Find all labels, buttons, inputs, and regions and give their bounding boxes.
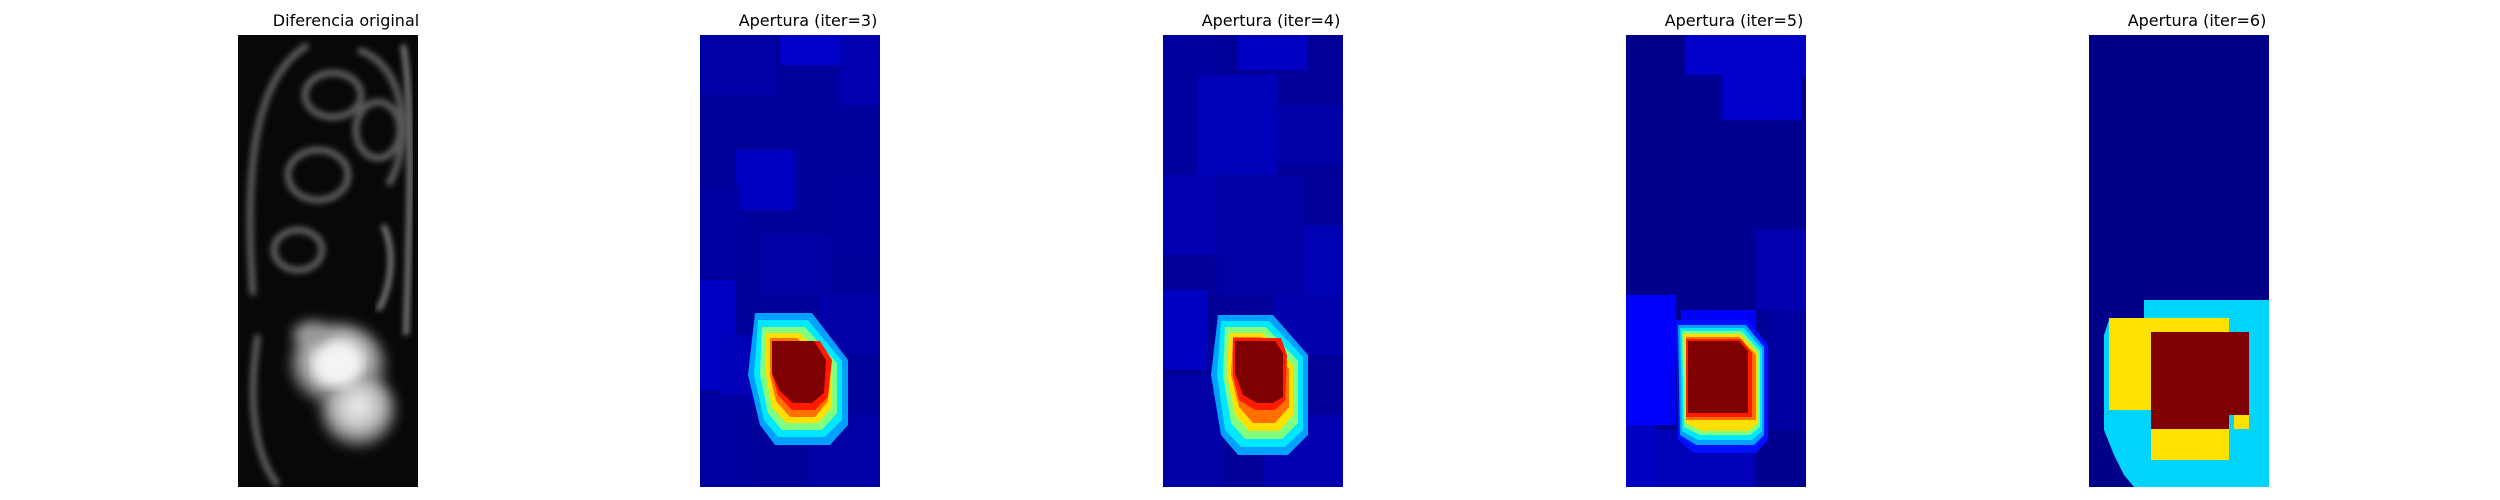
panel-iter-5: Apertura (iter=5) xyxy=(1534,0,1934,500)
panel-iter-6: Apertura (iter=6) xyxy=(1997,0,2397,500)
panel-title-iter-3: Apertura (iter=3) xyxy=(738,11,878,30)
panel-original: Diferencia original xyxy=(146,0,546,500)
panel-title-iter-5: Apertura (iter=5) xyxy=(1664,11,1804,30)
opening-iter-6-image xyxy=(2089,35,2269,487)
opening-iter-3-image xyxy=(700,35,880,487)
opening-iter-4-image xyxy=(1163,35,1343,487)
opening-iter-5-image xyxy=(1626,35,1806,487)
panel-iter-4: Apertura (iter=4) xyxy=(1071,0,1471,500)
panel-title-iter-6: Apertura (iter=6) xyxy=(2127,11,2267,30)
panel-iter-3: Apertura (iter=3) xyxy=(608,0,1008,500)
panel-title-iter-4: Apertura (iter=4) xyxy=(1201,11,1341,30)
original-grayscale-image xyxy=(238,35,418,487)
panel-title-original: Diferencia original xyxy=(272,11,420,30)
